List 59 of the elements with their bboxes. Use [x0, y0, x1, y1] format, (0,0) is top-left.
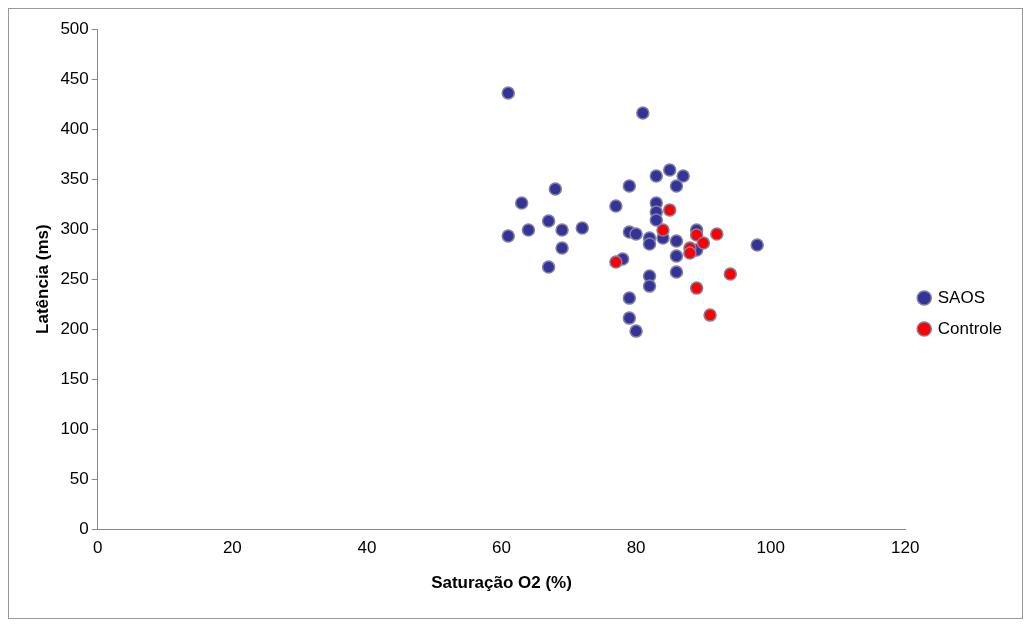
y-tick-label: 450 — [60, 68, 89, 88]
point — [649, 213, 664, 227]
point — [521, 223, 536, 237]
point — [669, 265, 684, 279]
point — [649, 169, 664, 183]
point — [609, 255, 623, 269]
point — [669, 179, 684, 193]
point — [710, 227, 724, 241]
point — [622, 311, 637, 325]
point — [629, 227, 643, 241]
point — [555, 223, 569, 237]
point — [575, 221, 589, 235]
x-tick-label: 120 — [891, 538, 920, 558]
legend-label: Controle — [937, 318, 1003, 338]
point — [622, 179, 637, 193]
x-tick-label: 100 — [756, 538, 785, 558]
y-axis-title: Latência (ms) — [32, 224, 52, 334]
y-tick-label: 200 — [60, 318, 89, 338]
point — [622, 291, 637, 305]
y-tick-label: 250 — [60, 268, 89, 288]
legend-label: SAOS — [937, 287, 985, 307]
y-tick-label: 500 — [60, 18, 89, 38]
y-tick-label: 400 — [60, 118, 89, 138]
point — [662, 163, 677, 177]
x-tick-label: 0 — [93, 538, 103, 558]
point — [683, 246, 697, 260]
x-tick-label: 60 — [492, 538, 511, 558]
point — [669, 249, 684, 263]
point — [750, 238, 764, 252]
x-tick-label: 40 — [357, 538, 377, 558]
y-tick-label: 50 — [69, 468, 89, 488]
point — [636, 106, 650, 120]
point — [541, 214, 556, 228]
x-tick-label: 20 — [222, 538, 242, 558]
point — [703, 308, 717, 322]
point — [555, 241, 569, 255]
point — [669, 234, 684, 248]
point — [501, 86, 515, 100]
point — [723, 267, 738, 281]
point — [656, 223, 670, 237]
point — [501, 229, 515, 243]
point — [642, 279, 657, 293]
point — [662, 203, 677, 217]
y-tick-label: 150 — [60, 368, 89, 388]
point — [689, 281, 704, 295]
point — [609, 199, 623, 213]
x-tick-label: 80 — [626, 538, 646, 558]
y-tick-label: 0 — [79, 518, 89, 538]
x-axis-title: Saturação O2 (%) — [431, 573, 572, 593]
point — [541, 260, 556, 274]
point — [642, 237, 657, 251]
y-tick-label: 350 — [60, 168, 89, 188]
y-tick-label: 300 — [60, 218, 89, 238]
point — [696, 236, 711, 250]
point — [676, 169, 690, 183]
y-tick-label: 100 — [60, 418, 89, 438]
point — [629, 324, 643, 338]
point — [548, 182, 563, 196]
point — [514, 196, 529, 210]
